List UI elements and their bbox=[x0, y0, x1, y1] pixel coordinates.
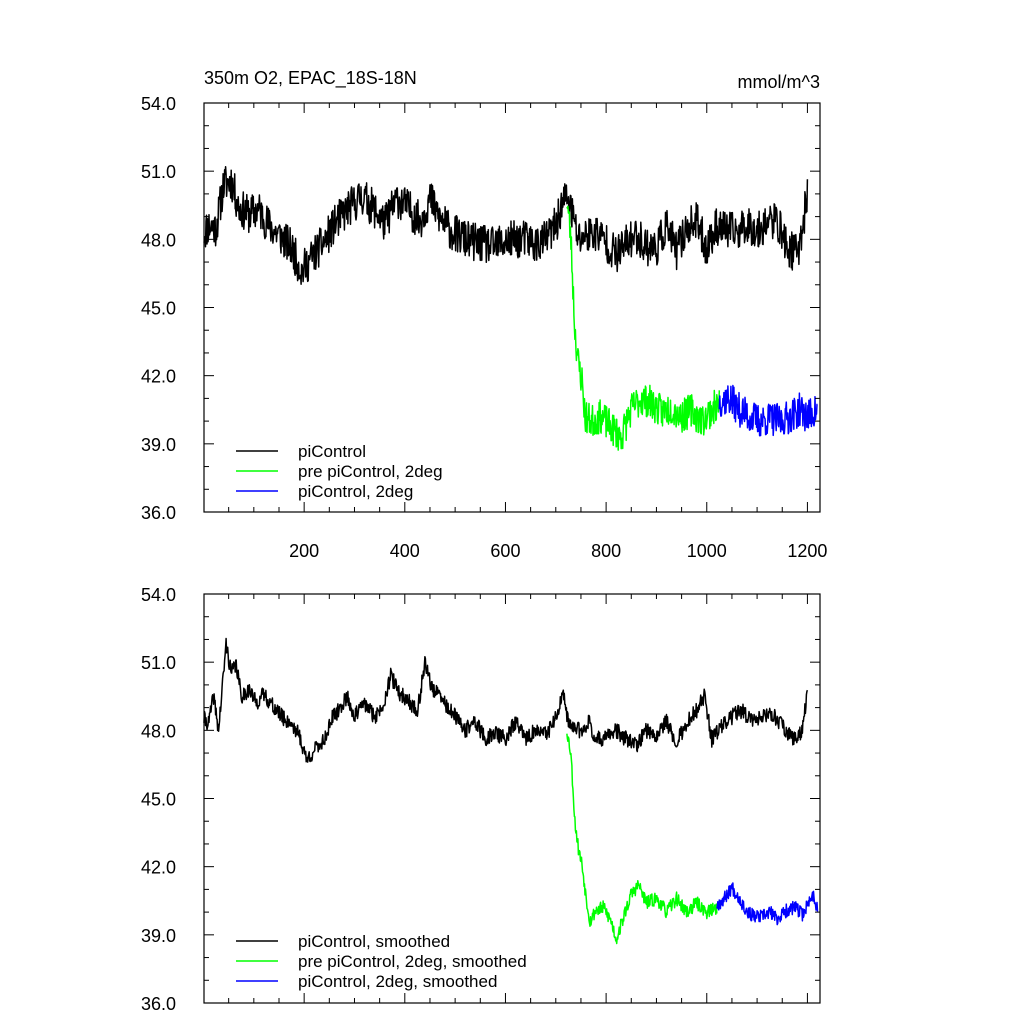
top-y-tick-label: 45.0 bbox=[141, 299, 176, 319]
top-y-tick-label: 48.0 bbox=[141, 230, 176, 250]
bottom-legend-label-pre-picontrol-smoothed: pre piControl, 2deg, smoothed bbox=[298, 952, 527, 971]
bottom-panel: 36.0 39.0 42.0 45.0 48.0 51.0 54.0 piControl, … bbox=[141, 585, 821, 1014]
bottom-panel-ticks: 36.0 39.0 42.0 45.0 48.0 51.0 54.0 bbox=[141, 585, 820, 1014]
top-x-tick-label: 600 bbox=[490, 541, 520, 561]
top-panel-legend: piControl pre piControl, 2deg piControl,… bbox=[236, 442, 443, 501]
bottom-series-picontrol-2deg-smoothed bbox=[716, 882, 819, 926]
top-legend-label-picontrol-2deg: piControl, 2deg bbox=[298, 482, 413, 501]
top-panel-ticks: 36.0 39.0 42.0 45.0 48.0 51.0 54.0 200 400 600 800… bbox=[141, 94, 827, 561]
bottom-y-tick-label: 51.0 bbox=[141, 653, 176, 673]
top-series-picontrol-2deg bbox=[718, 384, 818, 437]
top-y-tick-label: 51.0 bbox=[141, 162, 176, 182]
top-legend-label-pre-picontrol: pre piControl, 2deg bbox=[298, 462, 443, 481]
top-series-pre-picontrol-2deg bbox=[566, 205, 721, 451]
bottom-series-pre-picontrol-2deg-smoothed bbox=[566, 733, 718, 945]
bottom-y-tick-label: 42.0 bbox=[141, 858, 176, 878]
bottom-panel-frame bbox=[203, 593, 821, 1004]
top-panel-title: 350m O2, EPAC_18S-18N bbox=[204, 68, 417, 89]
bottom-y-tick-label: 39.0 bbox=[141, 926, 176, 946]
top-panel-units: mmol/m^3 bbox=[738, 72, 820, 92]
top-x-tick-label: 1000 bbox=[687, 541, 727, 561]
bottom-y-tick-label: 54.0 bbox=[141, 585, 176, 605]
bottom-y-tick-label: 48.0 bbox=[141, 721, 176, 741]
bottom-legend-label-picontrol-smoothed: piControl, smoothed bbox=[298, 932, 450, 951]
top-legend-label-picontrol: piControl bbox=[298, 442, 366, 461]
top-series-picontrol bbox=[203, 165, 809, 285]
bottom-series-picontrol-smoothed bbox=[203, 637, 809, 763]
top-y-tick-label: 39.0 bbox=[141, 435, 176, 455]
top-x-tick-label: 800 bbox=[591, 541, 621, 561]
top-panel-series-group bbox=[203, 165, 818, 451]
top-panel-frame bbox=[203, 102, 821, 513]
top-y-tick-label: 54.0 bbox=[141, 94, 176, 114]
top-y-tick-label: 36.0 bbox=[141, 503, 176, 523]
top-panel: 350m O2, EPAC_18S-18N mmol/m^3 36.0 39.0 4… bbox=[141, 68, 827, 561]
top-x-tick-label: 200 bbox=[289, 541, 319, 561]
top-y-tick-label: 42.0 bbox=[141, 367, 176, 387]
bottom-legend-label-picontrol-2deg-smoothed: piControl, 2deg, smoothed bbox=[298, 972, 497, 991]
bottom-panel-series-group bbox=[203, 637, 819, 945]
top-x-tick-label: 400 bbox=[390, 541, 420, 561]
top-x-tick-label: 1200 bbox=[787, 541, 827, 561]
bottom-y-tick-label: 36.0 bbox=[141, 994, 176, 1014]
bottom-y-tick-label: 45.0 bbox=[141, 790, 176, 810]
bottom-panel-legend: piControl, smoothed pre piControl, 2deg,… bbox=[236, 932, 527, 991]
